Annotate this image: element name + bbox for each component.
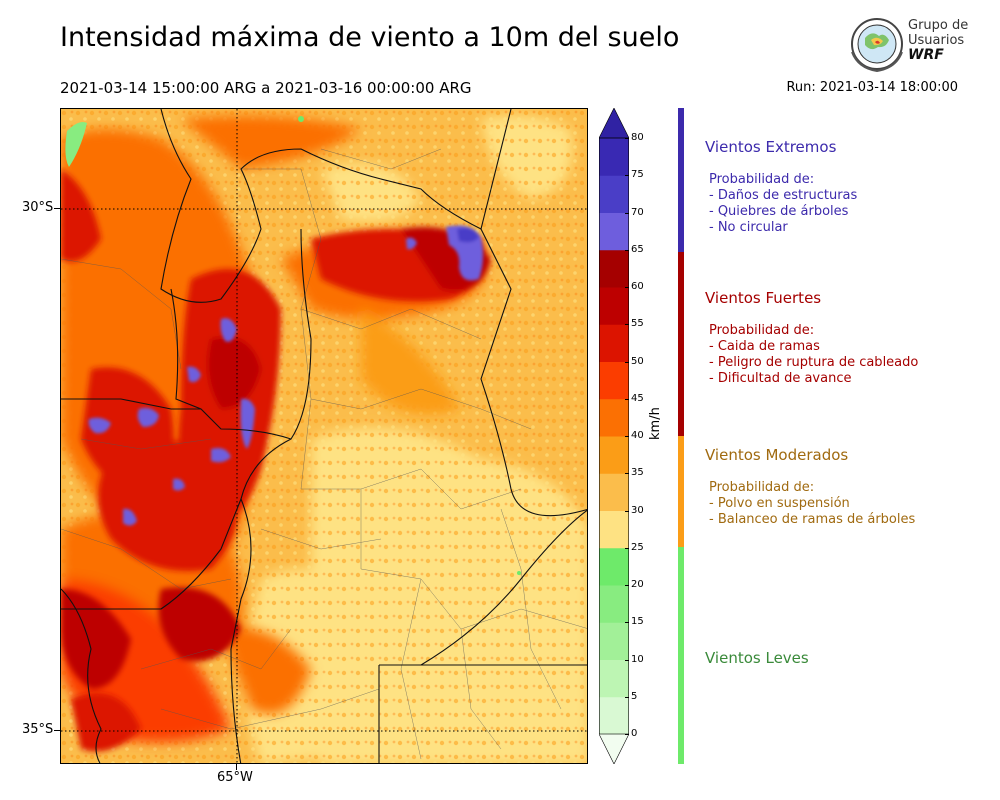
logo-text: Grupo de Usuarios WRF — [908, 18, 969, 63]
colorbar-segment — [599, 138, 629, 176]
colorbar-tick — [625, 622, 629, 624]
category-extreme: Vientos Extremos Probabilidad de: - Daño… — [705, 138, 995, 236]
colorbar-svg — [598, 107, 630, 765]
colorbar-tick-label: 5 — [631, 690, 638, 702]
colorbar-segment — [599, 547, 629, 586]
colorbar-tick — [625, 398, 629, 400]
category-bar — [678, 436, 684, 547]
colorbar-tick — [625, 324, 629, 326]
colorbar-tick-label: 55 — [631, 318, 644, 330]
colorbar-tick-label: 60 — [631, 281, 644, 292]
run-time: Run: 2021-03-14 18:00:00 — [786, 80, 958, 95]
colorbar-tick — [625, 547, 629, 549]
category-moderate: Vientos Moderados Probabilidad de: - Pol… — [705, 446, 995, 528]
category-moderate-title: Vientos Moderados — [705, 446, 849, 464]
chart-title: Intensidad máxima de viento a 10m del su… — [60, 22, 680, 53]
colorbar-tick-label: 45 — [631, 392, 644, 404]
very-strong-winds-layer — [61, 169, 491, 752]
colorbar-segment — [599, 287, 629, 325]
colorbar-tick-label: 40 — [631, 430, 644, 441]
colorbar-tick — [625, 734, 629, 735]
colorbar-tick-label: 35 — [631, 467, 644, 479]
wrf-logo: Grupo de Usuarios WRF — [848, 16, 973, 74]
category-strong: Vientos Fuertes Probabilidad de: - Caida… — [705, 289, 995, 387]
colorbar-tick-label: 30 — [631, 504, 644, 516]
wind-field-map — [61, 109, 587, 763]
colorbar-extension-low — [598, 733, 630, 765]
colorbar-segment — [599, 696, 629, 735]
category-moderate-details: Probabilidad de: - Polvo en suspensión -… — [709, 480, 916, 527]
colorbar-tick-label: 80 — [631, 132, 644, 143]
colorbar-tick-label: 70 — [631, 206, 644, 218]
category-bar — [678, 252, 684, 436]
category-extreme-title: Vientos Extremos — [705, 138, 837, 156]
colorbar-tick — [625, 510, 629, 512]
category-strong-details: Probabilidad de: - Caida de ramas - Peli… — [709, 323, 919, 386]
colorbar-tick-label: 0 — [631, 728, 638, 739]
colorbar-tick — [625, 696, 629, 698]
colorbar-unit: km/h — [648, 407, 663, 440]
colorbar-tick — [625, 175, 629, 177]
colorbar-tick — [625, 585, 629, 586]
colorbar-segment — [599, 324, 629, 362]
category-bar — [678, 108, 684, 252]
colorbar-segment — [599, 659, 629, 698]
colorbar-segment — [599, 398, 629, 437]
colorbar-segment — [599, 249, 629, 288]
colorbar-tick-label: 65 — [631, 243, 644, 255]
globe-icon — [851, 18, 903, 73]
colorbar-segment — [599, 585, 629, 623]
extreme-winds-layer — [88, 225, 484, 526]
department-boundaries — [61, 148, 587, 760]
colorbar-tick — [625, 138, 629, 139]
colorbar-segment — [599, 622, 629, 660]
category-bar — [678, 547, 684, 764]
lat-label-30s: 30°S — [22, 200, 54, 215]
colorbar-tick-label: 10 — [631, 653, 644, 665]
category-strong-title: Vientos Fuertes — [705, 289, 822, 307]
colorbar-segment — [599, 361, 629, 400]
province-boundaries — [61, 109, 587, 763]
colorbar — [598, 107, 630, 765]
colorbar-segment — [599, 473, 629, 511]
colorbar-tick — [625, 212, 629, 214]
colorbar-segment — [599, 436, 629, 474]
colorbar-segment — [599, 510, 629, 549]
colorbar-tick — [625, 287, 629, 288]
colorbar-tick — [625, 473, 629, 475]
colorbar-tick — [625, 436, 629, 437]
lon-label-65w: 65°W — [217, 770, 253, 785]
lon-tick-65w — [236, 764, 237, 770]
colorbar-tick-label: 20 — [631, 579, 644, 590]
colorbar-tick — [625, 361, 629, 363]
lat-tick-35s — [54, 730, 60, 731]
colorbar-tick-label: 75 — [631, 169, 644, 181]
colorbar-segment — [599, 175, 629, 213]
lat-tick-30s — [54, 208, 60, 209]
wind-map — [60, 108, 588, 764]
category-extreme-details: Probabilidad de: - Daños de estructuras … — [709, 172, 858, 235]
category-light-title: Vientos Leves — [705, 649, 809, 667]
colorbar-tick-label: 25 — [631, 541, 644, 553]
colorbar-tick — [625, 659, 629, 661]
colorbar-tick-label: 15 — [631, 616, 644, 628]
colorbar-tick — [625, 249, 629, 251]
colorbar-segment — [599, 212, 629, 251]
light-winds-patches — [65, 116, 521, 575]
category-light: Vientos Leves — [705, 649, 995, 667]
colorbar-tick-label: 50 — [631, 355, 644, 367]
colorbar-extension-high — [598, 107, 630, 139]
lat-label-35s: 35°S — [22, 722, 54, 737]
forecast-period: 2021-03-14 15:00:00 ARG a 2021-03-16 00:… — [60, 79, 472, 97]
